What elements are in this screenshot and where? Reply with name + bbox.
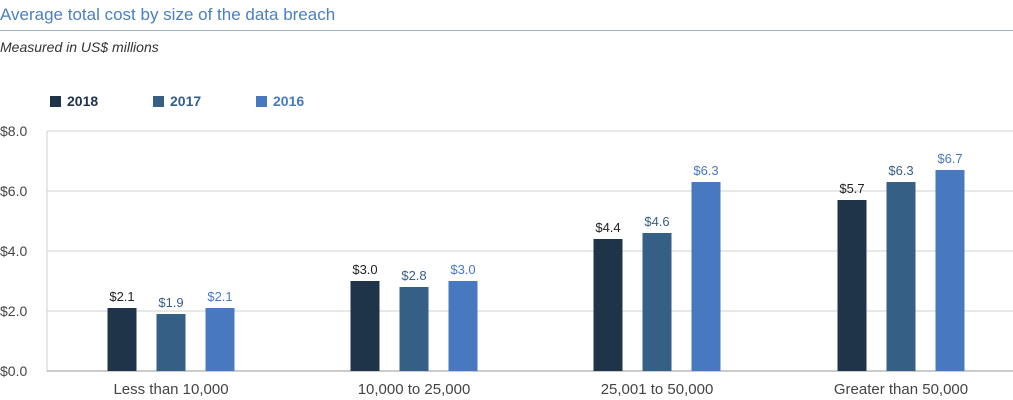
bar-2018 xyxy=(593,239,623,371)
bar-2018 xyxy=(107,308,137,371)
data-label: $3.0 xyxy=(450,262,475,277)
x-tick-label: Greater than 50,000 xyxy=(834,381,968,398)
legend-item-2017: 2017 xyxy=(153,93,201,109)
y-tick-label: $8.0 xyxy=(0,123,27,139)
chart-subtitle: Measured in US$ millions xyxy=(0,39,159,55)
data-label: $2.1 xyxy=(207,289,232,304)
bar-2018 xyxy=(837,200,867,371)
data-label: $4.4 xyxy=(595,220,620,235)
bar-2016 xyxy=(205,308,235,371)
legend-item-2018: 2018 xyxy=(50,93,98,109)
data-label: $1.9 xyxy=(158,295,183,310)
bar-2018 xyxy=(350,281,380,371)
legend-label-2017: 2017 xyxy=(170,93,202,109)
bar-2017 xyxy=(399,287,429,371)
chart-title: Average total cost by size of the data b… xyxy=(0,5,336,24)
data-label: $6.3 xyxy=(888,163,913,178)
bar-2016 xyxy=(935,170,965,371)
y-tick-label: $2.0 xyxy=(0,303,27,319)
bar-2017 xyxy=(156,314,186,371)
bar-2017 xyxy=(642,233,672,371)
bar-2016 xyxy=(691,182,721,371)
legend-label-2018: 2018 xyxy=(67,93,99,109)
x-tick-label: 10,000 to 25,000 xyxy=(358,381,471,398)
data-label: $5.7 xyxy=(839,181,864,196)
y-tick-label: $6.0 xyxy=(0,183,27,199)
legend-swatch-2016 xyxy=(256,95,267,107)
data-label: $6.7 xyxy=(937,151,962,166)
y-tick-label: $0.0 xyxy=(0,363,27,379)
data-label: $2.8 xyxy=(401,268,426,283)
data-label: $2.1 xyxy=(109,289,134,304)
y-tick-label: $4.0 xyxy=(0,243,27,259)
x-tick-label: 25,001 to 50,000 xyxy=(601,381,714,398)
legend-swatch-2018 xyxy=(50,95,61,107)
legend-item-2016: 2016 xyxy=(256,93,304,109)
data-label: $3.0 xyxy=(352,262,377,277)
bar-2017 xyxy=(886,182,916,371)
bar-2016 xyxy=(448,281,478,371)
legend-label-2016: 2016 xyxy=(273,93,305,109)
title-divider xyxy=(0,30,1013,31)
data-label: $6.3 xyxy=(693,163,718,178)
x-tick-label: Less than 10,000 xyxy=(113,381,228,398)
data-label: $4.6 xyxy=(644,214,669,229)
legend-swatch-2017 xyxy=(153,95,164,107)
